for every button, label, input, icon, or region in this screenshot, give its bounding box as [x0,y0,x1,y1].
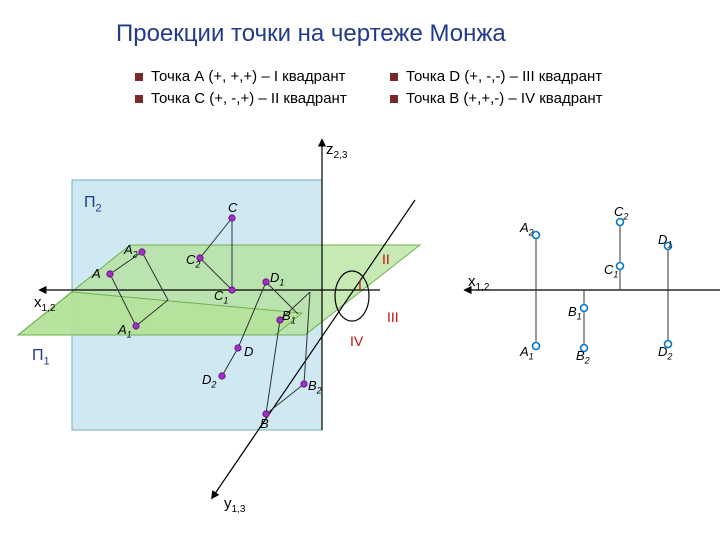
svg-text:A: A [91,266,101,281]
svg-text:A2: A2 [519,220,534,238]
svg-text:D: D [244,344,253,359]
svg-text:III: III [387,309,399,325]
svg-text:x1,2: x1,2 [34,294,56,314]
svg-text:I: I [358,277,362,293]
svg-text:П1: П1 [32,347,50,367]
svg-text:B2: B2 [576,348,590,366]
svg-text:IV: IV [350,333,364,349]
svg-text:B: B [260,416,269,431]
diagram-svg: x1,2z2,3y1,3 П2П1AA2A1CC2C1D1DD2BB1B2III… [0,0,720,540]
svg-text:C2: C2 [614,204,628,222]
svg-text:C: C [228,200,238,215]
svg-text:II: II [382,251,390,267]
svg-text:D1: D1 [658,232,672,250]
svg-text:y1,3: y1,3 [224,495,246,515]
svg-text:z2,3: z2,3 [326,141,348,161]
svg-text:A1: A1 [519,344,534,362]
svg-text:B1: B1 [568,304,582,322]
